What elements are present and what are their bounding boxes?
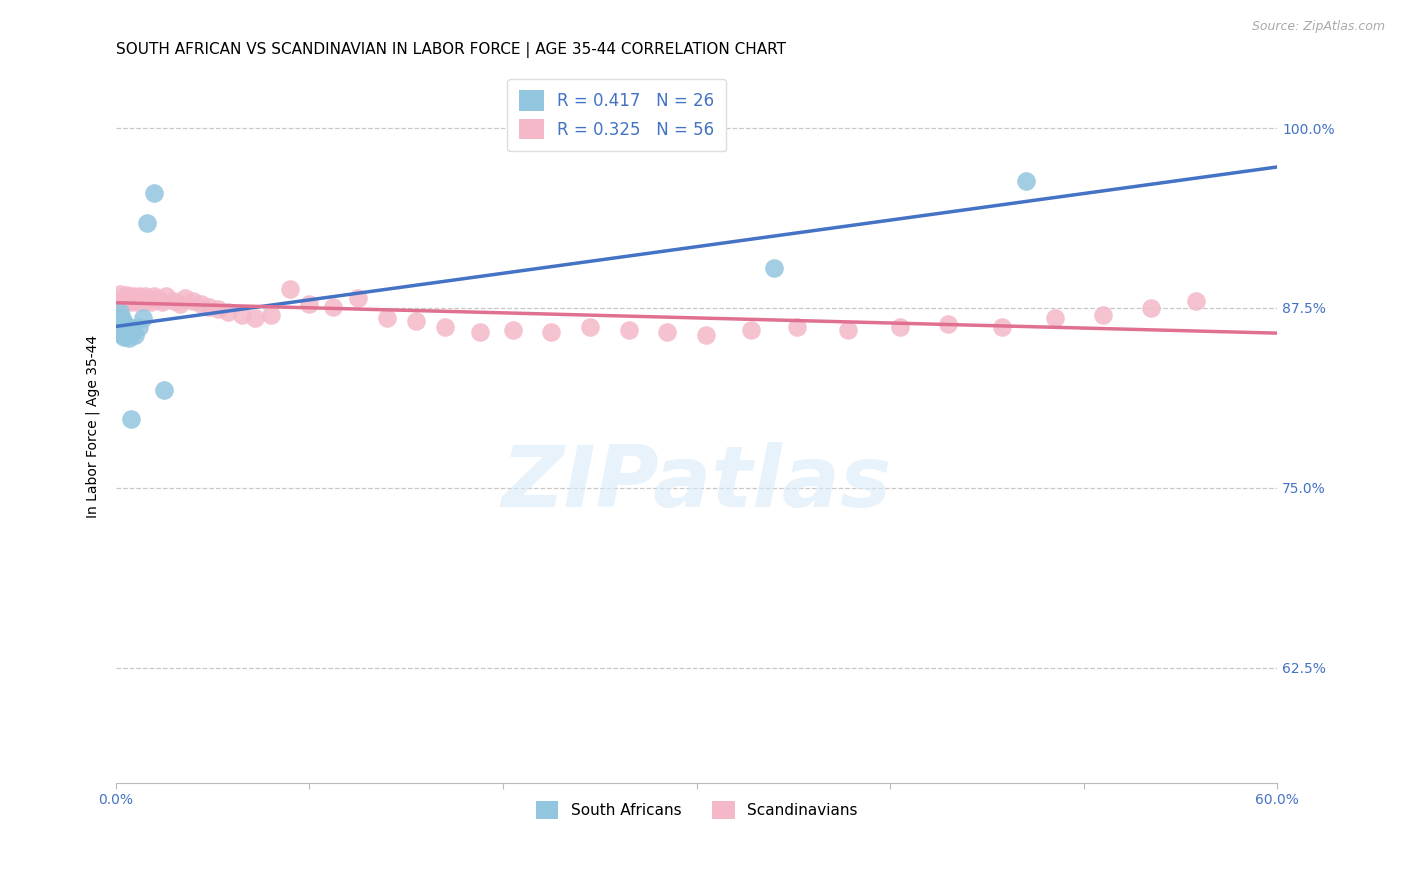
Point (108, 305, 131, 319)
Point (112, 291, 135, 305)
Point (231, 308, 253, 322)
Point (148, 293, 170, 307)
Point (120, 295, 142, 310)
Point (110, 311, 132, 326)
Point (197, 300, 219, 314)
Point (110, 296, 132, 310)
Point (108, 286, 131, 301)
Point (762, 260, 785, 275)
Point (117, 288, 139, 302)
Point (1140, 301, 1163, 315)
Point (298, 296, 321, 310)
Point (134, 289, 156, 303)
Point (112, 330, 135, 344)
Point (740, 322, 762, 336)
Point (114, 317, 136, 331)
Point (468, 326, 491, 340)
Point (118, 291, 141, 305)
Point (346, 291, 368, 305)
Point (786, 319, 808, 334)
Point (1014, 174, 1036, 188)
Point (132, 311, 155, 326)
Point (143, 289, 166, 303)
Point (150, 295, 173, 310)
Point (617, 322, 640, 336)
Point (114, 326, 136, 340)
Point (117, 319, 139, 334)
Point (433, 319, 456, 334)
Point (118, 331, 141, 345)
Point (128, 289, 150, 303)
Point (125, 295, 148, 310)
Point (124, 293, 146, 307)
Point (143, 186, 166, 200)
Point (110, 328, 132, 343)
Point (278, 282, 301, 296)
Point (695, 328, 717, 343)
Text: SOUTH AFRICAN VS SCANDINAVIAN IN LABOR FORCE | AGE 35-44 CORRELATION CHART: SOUTH AFRICAN VS SCANDINAVIAN IN LABOR F… (115, 42, 786, 58)
Point (122, 289, 145, 303)
Point (128, 319, 150, 334)
Point (114, 293, 136, 308)
Point (1043, 311, 1066, 326)
Point (107, 319, 129, 334)
Point (889, 319, 911, 334)
Point (163, 293, 186, 308)
Point (120, 412, 142, 426)
Point (139, 295, 162, 310)
Point (1185, 293, 1208, 308)
Point (135, 216, 157, 230)
Point (579, 319, 602, 334)
Point (118, 319, 141, 334)
Point (837, 322, 859, 336)
Point (375, 311, 398, 326)
Point (207, 302, 229, 317)
Point (112, 319, 135, 334)
Point (991, 319, 1014, 334)
Point (122, 326, 145, 340)
Point (405, 314, 427, 328)
Point (259, 308, 281, 322)
Point (1092, 308, 1115, 322)
Legend: South Africans, Scandinavians: South Africans, Scandinavians (530, 795, 863, 825)
Point (657, 326, 679, 340)
Point (129, 293, 152, 307)
Point (322, 300, 344, 314)
Point (108, 326, 131, 340)
Point (243, 311, 266, 326)
Point (110, 319, 132, 334)
Point (155, 289, 177, 303)
Point (217, 305, 239, 319)
Point (135, 293, 157, 307)
Point (169, 296, 191, 310)
Point (124, 328, 146, 343)
Point (153, 383, 176, 397)
Point (174, 291, 197, 305)
Point (502, 322, 524, 336)
Point (107, 293, 129, 308)
Text: Source: ZipAtlas.com: Source: ZipAtlas.com (1251, 20, 1385, 33)
Point (132, 295, 155, 310)
Point (181, 293, 204, 308)
Point (190, 296, 212, 310)
Text: ZIPatlas: ZIPatlas (502, 442, 891, 525)
Point (117, 328, 139, 343)
Y-axis label: In Labor Force | Age 35-44: In Labor Force | Age 35-44 (86, 335, 100, 518)
Point (540, 326, 562, 340)
Point (108, 317, 131, 331)
Point (936, 317, 959, 331)
Point (107, 311, 129, 326)
